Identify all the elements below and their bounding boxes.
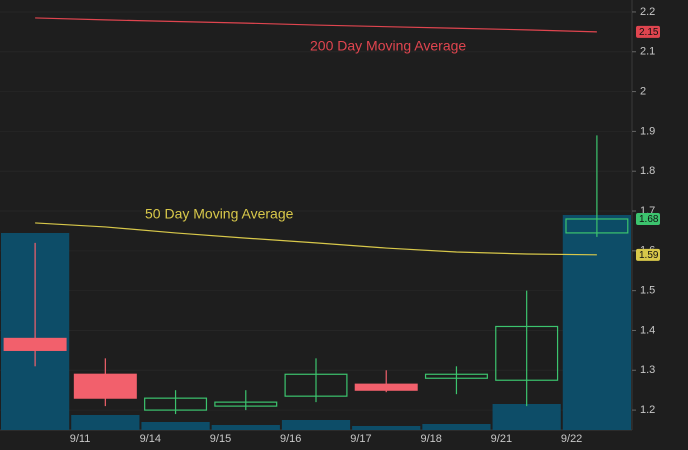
moving-average-line: [35, 17, 597, 33]
candle-body: [284, 373, 348, 397]
y-tick-label: 2.1: [640, 46, 655, 58]
volume-bar: [71, 415, 140, 430]
x-tick-label: 9/15: [210, 433, 231, 445]
volume-bar: [562, 215, 631, 430]
volume-bar: [492, 404, 561, 430]
volume-bar: [141, 422, 210, 430]
annotation: 50 Day Moving Average: [145, 206, 294, 222]
volume-bar: [352, 426, 421, 430]
volume-bar: [211, 425, 280, 430]
candle-body: [565, 218, 629, 234]
candle-body: [3, 337, 67, 351]
candle-body: [495, 325, 559, 381]
x-tick-label: 9/21: [491, 433, 512, 445]
x-tick-label: 9/11: [70, 433, 91, 445]
price-tag: [636, 212, 660, 225]
y-tick-label: 1.2: [640, 404, 655, 416]
volume-bar: [281, 420, 351, 430]
y-tick-label: 2.2: [640, 6, 655, 18]
y-tick-label: 2: [640, 85, 646, 97]
candle-body: [144, 397, 208, 411]
x-tick-label: 9/14: [140, 433, 161, 445]
candle-body: [214, 401, 278, 407]
x-tick-label: 9/16: [280, 433, 301, 445]
candle-body: [354, 383, 418, 391]
y-tick-label: 1.5: [640, 285, 655, 297]
x-tick-label: 9/22: [561, 433, 582, 445]
candle-body: [424, 373, 488, 379]
price-tag: [636, 25, 660, 38]
y-tick-label: 1.9: [640, 125, 655, 137]
candle-body: [73, 373, 137, 399]
y-tick-label: 1.4: [640, 324, 655, 336]
price-tag-label: 2.15: [639, 27, 659, 38]
y-tick-label: 1.8: [640, 165, 655, 177]
price-tag-label: 1.59: [639, 250, 659, 261]
x-tick-label: 9/17: [350, 433, 371, 445]
moving-average-line: [35, 222, 597, 256]
volume-bar: [422, 424, 491, 430]
price-tag: [636, 248, 660, 261]
y-tick-label: 1.3: [640, 364, 655, 376]
price-tag-label: 1.68: [639, 214, 659, 225]
annotation: 200 Day Moving Average: [310, 38, 466, 54]
x-tick-label: 9/18: [420, 433, 441, 445]
